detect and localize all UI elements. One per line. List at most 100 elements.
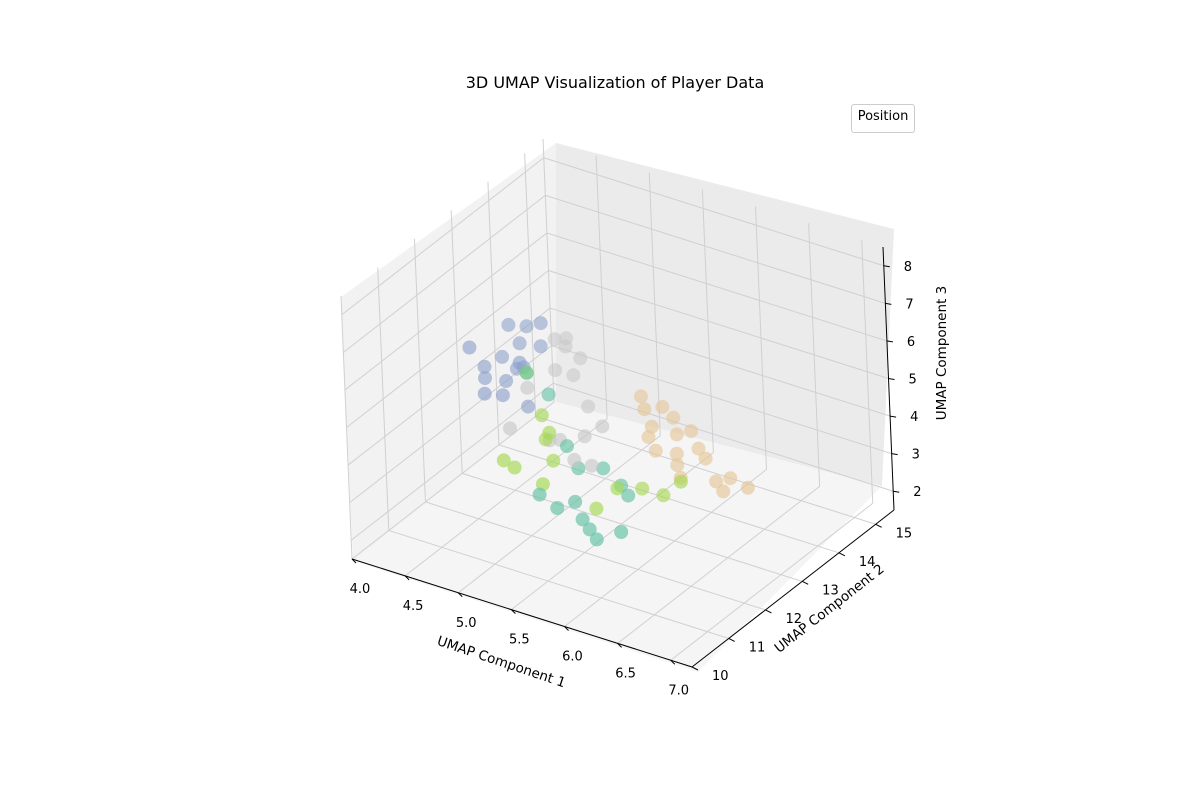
y-grid-line: [535, 415, 876, 525]
x-grid-line: [351, 401, 555, 560]
data-point: [669, 446, 684, 461]
data-point: [495, 388, 510, 403]
y-grid-line: [462, 472, 803, 582]
chart-title: 3D UMAP Visualization of Player Data: [466, 73, 765, 92]
z-grid-line: [346, 270, 549, 428]
data-point: [541, 387, 556, 402]
z-tick-mark: [883, 265, 890, 268]
data-point: [581, 399, 596, 414]
data-point: [595, 419, 610, 434]
data-point: [709, 474, 724, 489]
data-point: [666, 410, 681, 425]
data-point: [589, 532, 604, 547]
z-grid-line: [546, 232, 888, 342]
x-tick-mark: [457, 592, 463, 598]
z-axis-label: UMAP Component 3: [934, 286, 950, 420]
x-tick-mark: [351, 558, 357, 564]
data-point: [577, 429, 592, 444]
y-tick-label: 12: [785, 612, 802, 627]
data-point: [533, 316, 548, 331]
y-tick-mark: [875, 523, 882, 528]
legend-title: Position: [857, 109, 909, 124]
y-axis-line: [691, 509, 895, 668]
y-tick-label: 15: [896, 526, 913, 541]
data-point: [495, 349, 510, 364]
z-tick-label: 2: [913, 485, 921, 500]
data-point: [550, 501, 565, 515]
data-point: [621, 488, 636, 503]
data-point: [716, 484, 731, 499]
data-point: [477, 359, 492, 374]
data-point: [740, 480, 755, 495]
data-point: [499, 374, 514, 388]
z-tick-mark: [891, 453, 898, 456]
data-point: [698, 451, 713, 466]
z-grid-line: [548, 270, 889, 379]
data-point: [634, 389, 648, 404]
data-point: [512, 355, 527, 370]
z-tick-mark: [893, 490, 900, 493]
x-grid-line: [564, 469, 767, 627]
z-tick-mark: [888, 378, 895, 380]
y-tick-mark: [765, 609, 772, 614]
z-tick-label: 4: [910, 410, 918, 425]
z-grid-line: [347, 307, 551, 466]
z-grid-line: [543, 157, 884, 267]
z-tick-label: 6: [907, 335, 915, 350]
z-tick-label: 7: [905, 297, 913, 312]
y-grid-line: [425, 501, 766, 611]
x-tick-mark: [670, 659, 676, 665]
data-point: [507, 460, 522, 475]
data-point: [496, 453, 511, 468]
data-point: [673, 474, 688, 489]
data-point: [573, 351, 588, 366]
data-point: [637, 402, 652, 417]
y-tick-label: 11: [749, 640, 766, 655]
x-tick-mark: [617, 643, 622, 648]
data-point: [684, 424, 699, 439]
data-point: [533, 339, 548, 354]
grid-lines: [340, 138, 894, 668]
data-point: [548, 363, 563, 378]
z-grid-line: [341, 157, 545, 316]
z-grid-line: [350, 382, 554, 541]
data-point: [648, 443, 663, 458]
data-point: [589, 501, 604, 516]
y-tick-mark: [801, 580, 809, 585]
data-point: [641, 430, 656, 445]
x-tick-label: 6.0: [562, 650, 583, 665]
x-tick-label: 6.5: [615, 666, 636, 681]
data-point: [723, 471, 738, 486]
z-grid-line: [343, 194, 546, 353]
x-tick-mark: [404, 575, 410, 581]
data-point: [691, 441, 706, 456]
data-point: [670, 458, 685, 473]
z-grid-line: [551, 345, 892, 455]
data-point: [538, 432, 553, 447]
data-point: [478, 371, 492, 386]
data-point: [614, 525, 629, 539]
z-tick-label: 8: [904, 260, 912, 275]
data-point: [462, 340, 477, 355]
z-tick-mark: [889, 415, 897, 418]
data-point: [567, 452, 582, 467]
x-grid-line: [670, 502, 874, 661]
data-point: [501, 317, 516, 332]
y-tick-label: 14: [859, 555, 876, 570]
data-point: [532, 487, 547, 502]
legend: Position: [851, 104, 915, 133]
axes: 4.0 4.5 5.0 5.5 6.0 6.5 7.0 10 11 12 13 14 15 2 3 4 5 6 7 8: [350, 246, 921, 698]
x-tick-label: 4.5: [403, 599, 424, 614]
data-point: [575, 512, 590, 527]
z-tick-mark: [886, 340, 894, 343]
data-point: [635, 481, 650, 496]
y-grid-line: [388, 529, 729, 639]
data-point: [656, 488, 671, 503]
data-point: [610, 481, 625, 496]
x-tick-label: 5.5: [509, 633, 530, 648]
data-point: [566, 368, 581, 383]
data-point: [584, 458, 599, 473]
x-tick-mark: [564, 626, 569, 631]
data-point: [534, 408, 549, 423]
data-point: [477, 386, 492, 401]
